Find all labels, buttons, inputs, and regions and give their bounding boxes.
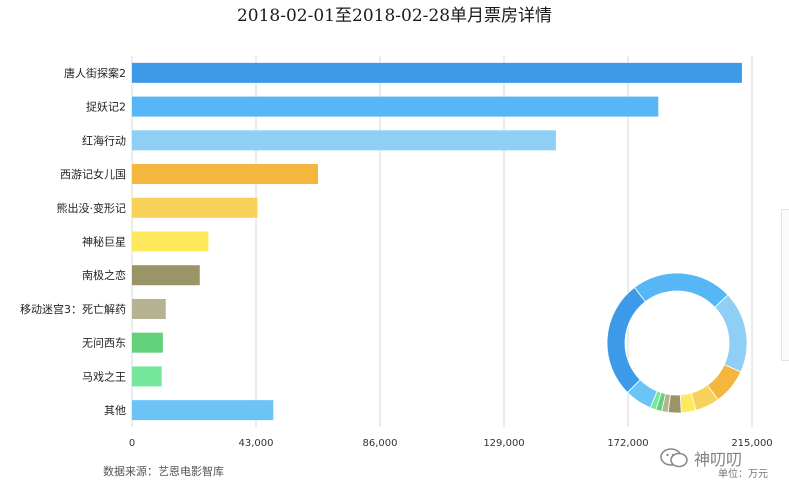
x-tick-label: 43,000: [239, 438, 274, 449]
wechat-icon: [660, 448, 688, 468]
watermark: 神叨叨: [660, 446, 742, 470]
category-label: 西游记女儿国: [60, 167, 126, 181]
bar[interactable]: [132, 265, 200, 286]
category-label: 神秘巨星: [82, 235, 126, 249]
bar[interactable]: [132, 197, 258, 218]
bar[interactable]: [132, 231, 209, 252]
category-axis: 唐人街探案2 捉妖记2 红海行动西游记女儿国熊出没·变形记神秘巨星南极之恋移动迷宫3…: [20, 66, 126, 417]
source-note: 数据来源：艺恩电影智库: [103, 465, 224, 478]
donut-slice[interactable]: [626, 379, 658, 409]
bar[interactable]: [132, 96, 659, 117]
category-label: 移动迷宫3：死亡解药: [20, 302, 126, 316]
scroll-edge: [781, 209, 789, 361]
category-label: 熊出没·变形记: [57, 201, 127, 215]
x-tick-label: 172,000: [607, 438, 648, 449]
value-axis: 0 43,000 86,000 129,000 172,000 215,000: [129, 438, 773, 449]
category-label: 马戏之王: [82, 369, 126, 383]
x-tick-label: 86,000: [363, 438, 398, 449]
bar[interactable]: [132, 164, 318, 185]
donut-slice[interactable]: [633, 272, 729, 308]
category-label: 无问西东: [82, 337, 126, 350]
category-label: 其他: [104, 404, 126, 417]
bar[interactable]: [132, 366, 162, 387]
bar[interactable]: [132, 130, 556, 151]
donut-chart: [606, 272, 748, 414]
donut-slice[interactable]: [714, 294, 748, 373]
chart-title: 2018-02-01至2018-02-28单月票房详情: [236, 6, 553, 26]
bar[interactable]: [132, 332, 163, 353]
bar-series: [132, 62, 742, 421]
category-label: 南极之恋: [82, 268, 126, 282]
x-tick-label: 215,000: [731, 438, 772, 449]
unit-note: 单位：万元: [718, 469, 768, 480]
bar[interactable]: [132, 400, 274, 421]
category-label: 捉妖记2: [86, 100, 126, 114]
category-label: 唐人街探案2: [64, 66, 126, 80]
category-label: 红海行动: [82, 133, 126, 147]
x-tick-label: 129,000: [483, 438, 524, 449]
donut-slice[interactable]: [606, 286, 646, 394]
bar[interactable]: [132, 298, 166, 319]
watermark-text: 神叨叨: [694, 450, 743, 469]
bar[interactable]: [132, 62, 742, 83]
x-tick-label: 0: [129, 438, 135, 449]
